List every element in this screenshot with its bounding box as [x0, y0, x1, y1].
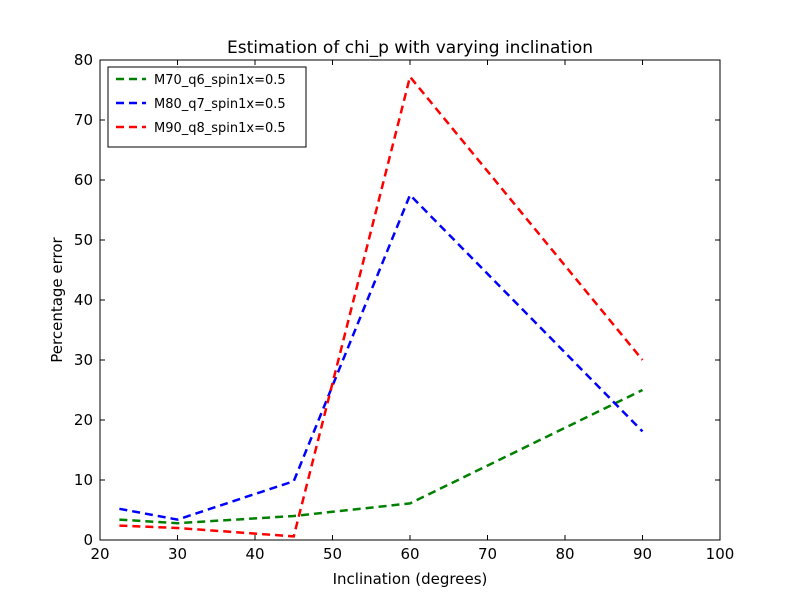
x-tick-label: 80 — [555, 545, 574, 563]
axes-layer: 20 30 40 50 60 70 80 90 100 0 10 20 30 40 50 60 70 80 — [74, 51, 734, 563]
x-tick-label: 20 — [90, 545, 109, 563]
x-tick-label: 100 — [706, 545, 735, 563]
series-line-3 — [119, 74, 644, 538]
legend-label-2: M80_q7_spin1x=0.5 — [154, 97, 286, 112]
y-tick-label: 70 — [74, 111, 93, 129]
legend: M70_q6_spin1x=0.5 M80_q7_spin1x=0.5 M90_q8… — [107, 66, 307, 148]
x-axis-label: Inclination (degrees) — [333, 570, 488, 588]
x-tick-label: 70 — [478, 545, 497, 563]
y-tick-label: 0 — [83, 531, 93, 549]
x-tick-label: 90 — [633, 545, 652, 563]
y-tick-label: 30 — [74, 351, 93, 369]
y-tick-label: 40 — [74, 291, 93, 309]
x-tick-label: 50 — [323, 545, 342, 563]
y-tick-label: 10 — [74, 471, 93, 489]
y-tick-label: 50 — [74, 231, 93, 249]
legend-label-1: M70_q6_spin1x=0.5 — [154, 73, 286, 88]
y-tick-label: 80 — [74, 51, 93, 69]
y-axis-label: Percentage error — [48, 236, 66, 362]
y-tick-label: 20 — [74, 411, 93, 429]
series-line-1 — [119, 388, 644, 525]
series-line-2 — [119, 192, 644, 521]
legend-box — [107, 66, 307, 148]
x-tick-label: 30 — [168, 545, 187, 563]
legend-label-3: M90_q8_spin1x=0.5 — [154, 121, 286, 136]
series-layer — [119, 74, 644, 538]
chart-title: Estimation of chi_p with varying inclina… — [227, 38, 593, 58]
y-tick-label: 60 — [74, 171, 93, 189]
x-tick-label: 40 — [245, 545, 264, 563]
x-tick-label: 60 — [400, 545, 419, 563]
